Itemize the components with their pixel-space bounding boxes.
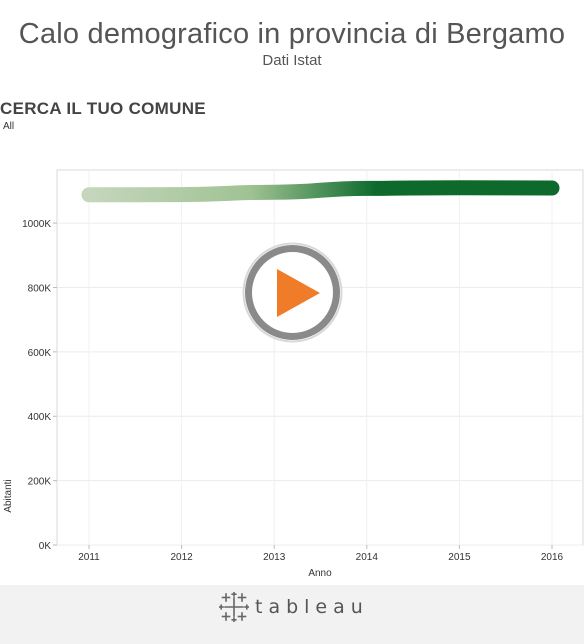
- play-button[interactable]: [241, 241, 344, 344]
- x-tick-label: 2014: [356, 552, 379, 563]
- tableau-cross-icon: [219, 592, 249, 622]
- play-arrow-icon: [277, 269, 320, 317]
- y-tick-label: 800K: [28, 283, 52, 294]
- data-point[interactable]: [274, 192, 275, 193]
- filter-value[interactable]: All: [3, 121, 15, 132]
- y-tick-label: 200K: [28, 477, 52, 488]
- gridlines: [57, 170, 583, 546]
- page-title: Calo demografico in provincia di Bergamo: [18, 18, 566, 50]
- footer-bar: [0, 585, 584, 644]
- y-axis: 0K 200K 400K 600K 800K 1000K: [22, 219, 57, 552]
- tableau-wordmark: tableau: [255, 596, 369, 618]
- data-point[interactable]: [366, 188, 367, 189]
- x-tick-label: 2012: [170, 552, 193, 563]
- filter-label: CERCA IL TUO COMUNE: [0, 99, 206, 118]
- x-tick-label: 2011: [78, 552, 100, 563]
- x-axis-label: Anno: [308, 568, 332, 579]
- y-tick-label: 0K: [39, 541, 52, 552]
- x-tick-label: 2016: [541, 552, 564, 563]
- data-point[interactable]: [459, 187, 460, 188]
- tableau-logo[interactable]: tableau: [219, 592, 369, 622]
- x-axis: 2011 2012 2013 2014 2015 2016: [78, 545, 564, 563]
- plot-area: [56, 169, 584, 546]
- y-axis-label: Abitanti: [3, 479, 14, 512]
- data-point[interactable]: [89, 194, 90, 195]
- line-chart: 0K 200K 400K 600K 800K 1000K 2011 2012 2013 2014…: [3, 169, 584, 579]
- y-tick-label: 400K: [28, 412, 52, 423]
- page-subtitle: Dati Istat: [262, 52, 322, 69]
- plot-border: [56, 169, 584, 546]
- y-tick-label: 1000K: [22, 219, 51, 230]
- x-tick-label: 2013: [263, 552, 286, 563]
- series-path[interactable]: [81, 180, 560, 203]
- series-line[interactable]: [81, 180, 560, 203]
- x-tick-label: 2015: [448, 552, 471, 563]
- y-tick-label: 600K: [28, 348, 52, 359]
- data-point[interactable]: [181, 194, 182, 195]
- data-point[interactable]: [552, 188, 553, 189]
